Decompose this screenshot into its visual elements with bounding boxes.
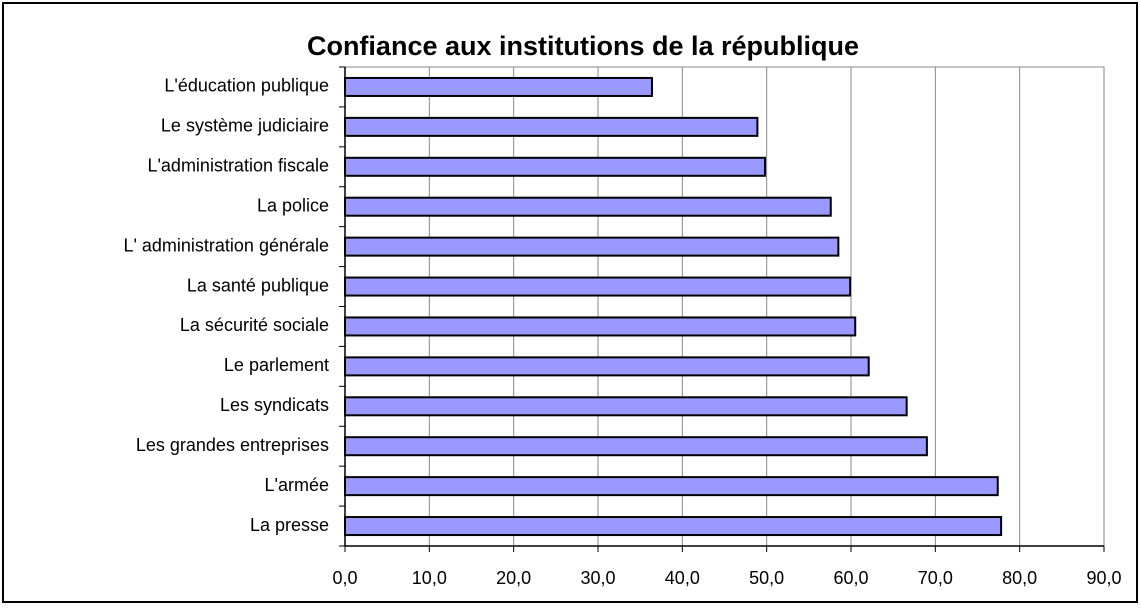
y-tick-label: La sécurité sociale (180, 315, 329, 335)
y-tick-label: L'armée (265, 475, 329, 495)
bar (344, 76, 653, 97)
y-tick-label: La police (257, 195, 329, 215)
bar (344, 316, 857, 337)
x-tick-label: 90,0 (1086, 568, 1121, 588)
x-tick-label: 60,0 (833, 568, 868, 588)
x-tick-label: 40,0 (665, 568, 700, 588)
x-tick-label: 30,0 (580, 568, 615, 588)
bar (344, 396, 908, 417)
y-tick-label: Les grandes entreprises (136, 435, 329, 455)
x-tick-label: 10,0 (412, 568, 447, 588)
x-tick-label: 0,0 (332, 568, 357, 588)
y-tick-label: Le parlement (224, 355, 329, 375)
bar (344, 196, 832, 217)
y-tick-label: Le système judiciaire (161, 116, 329, 136)
bar (344, 156, 766, 177)
bar (344, 516, 1003, 537)
chart-title: Confiance aux institutions de la républi… (307, 31, 859, 61)
x-tick-label: 20,0 (496, 568, 531, 588)
bar (344, 116, 759, 137)
chart-border (2, 2, 1138, 603)
bar (344, 436, 928, 457)
bar (344, 476, 999, 497)
x-tick-label: 80,0 (1002, 568, 1037, 588)
x-tick-label: 50,0 (749, 568, 784, 588)
y-tick-label: L'éducation publique (164, 76, 329, 96)
y-tick-label: L' administration générale (123, 235, 329, 255)
bar (344, 236, 840, 257)
bar (344, 356, 870, 377)
x-tick-label: 70,0 (918, 568, 953, 588)
bar (344, 276, 852, 297)
y-tick-label: La santé publique (187, 275, 329, 295)
y-tick-label: Les syndicats (220, 395, 329, 415)
y-tick-label: La presse (250, 515, 329, 535)
y-tick-label: L'administration fiscale (147, 156, 329, 176)
